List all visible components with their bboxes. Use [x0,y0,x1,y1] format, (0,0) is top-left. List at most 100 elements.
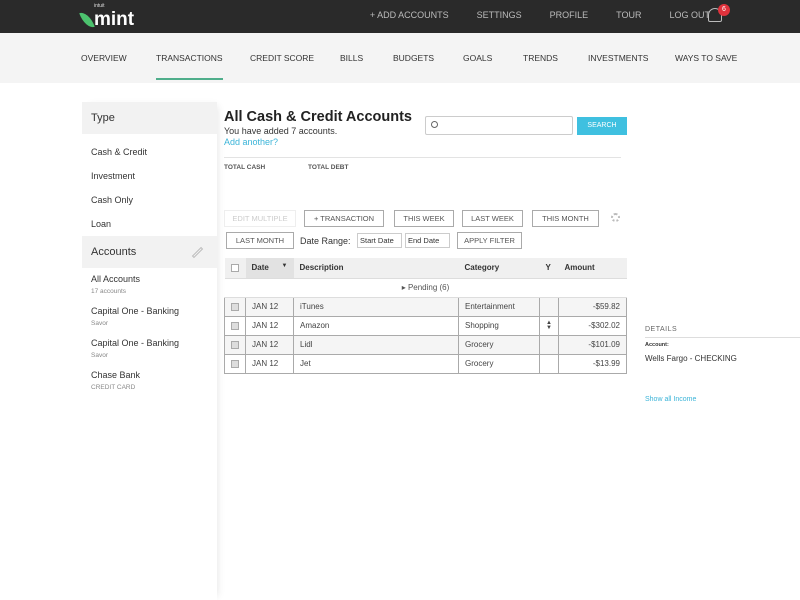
date-range-label: Date Range: [300,236,351,246]
pending-row[interactable]: ▸ Pending (6) [224,278,627,298]
amount-column-header[interactable]: Amount [558,258,627,279]
date-header: Date [251,263,269,273]
tab-goals[interactable]: GOALS [463,53,493,63]
row-description: Amazon [293,315,459,336]
total-debt-label: TOTAL DEBT [308,164,349,171]
top-bar: intuit mint + ADD ACCOUNTS SETTINGS PROFI… [0,0,800,33]
add-accounts-link[interactable]: + ADD ACCOUNTS [369,10,449,20]
tab-credit-score[interactable]: CREDIT SCORE [250,53,315,63]
type-investment[interactable]: Investment [91,171,136,181]
accounts-count: You have added 7 accounts. [224,126,338,136]
tab-trends[interactable]: TRENDS [523,53,558,63]
split-icon[interactable]: Y [539,258,559,279]
end-date-input[interactable]: End Date [405,233,450,248]
row-checkbox[interactable] [231,340,239,349]
logout-link[interactable]: LOG OUT [669,10,710,20]
last-month-button[interactable]: LAST MONTH [226,232,294,249]
leaf-icon [79,9,95,31]
details-heading: DETAILS [645,326,800,338]
tab-overview[interactable]: OVERVIEW [81,53,127,63]
account-value: Wells Fargo - CHECKING [645,354,737,363]
last-week-button[interactable]: LAST WEEK [462,210,523,227]
add-another-link[interactable]: Add another? [224,137,279,147]
page-title: All Cash & Credit Accounts [224,109,412,125]
table-row[interactable]: JAN 12 Amazon Shopping ▲ ▼ -$302.02 [224,315,627,336]
row-amount: -$13.99 [558,353,627,374]
account-sub: Savor [91,320,108,327]
pencil-icon[interactable] [191,246,204,259]
edit-multiple-button[interactable]: EDIT MULTIPLE [224,210,296,227]
accounts-heading: Accounts [82,236,217,268]
divider [224,157,621,158]
type-cash-credit[interactable]: Cash & Credit [91,147,148,157]
mint-logo[interactable]: intuit mint [79,4,135,31]
row-category: Shopping [458,315,540,336]
row-amount: -$302.02 [558,315,627,336]
type-loan[interactable]: Loan [91,219,112,229]
tab-bills[interactable]: BILLS [340,53,364,63]
account-item[interactable]: Capital One - Banking Savor [82,300,217,332]
tour-link[interactable]: TOUR [616,10,642,20]
search-input[interactable] [425,116,573,135]
account-sub: Savor [91,352,108,359]
account-name: Capital One - Banking [91,306,180,316]
row-checkbox[interactable] [231,302,239,311]
category-column-header[interactable]: Category [458,258,540,279]
this-month-button[interactable]: THIS MONTH [532,210,599,227]
description-column-header[interactable]: Description [293,258,459,279]
profile-link[interactable]: PROFILE [549,10,589,20]
settings-link[interactable]: SETTINGS [476,10,522,20]
date-column-header[interactable]: Date ▼ [245,258,294,279]
notification-badge: 6 [718,4,730,16]
pending-label: Pending (6) [407,283,450,292]
search-icon [431,121,438,128]
tab-transactions[interactable]: TRANSACTIONS [156,53,223,80]
tab-investments[interactable]: INVESTMENTS [588,53,649,63]
logo-sub: intuit [94,3,105,9]
sort-down-icon: ▼ [281,263,288,270]
row-category: Grocery [458,334,540,355]
show-all-income-link[interactable]: Show all Income [645,396,697,403]
start-date-input[interactable]: Start Date [357,233,402,248]
triangle-right-icon: ▸ [401,283,408,292]
add-transaction-button[interactable]: + TRANSACTION [304,210,384,227]
type-heading: Type [82,102,217,134]
account-sub: CREDIT CARD [91,384,136,391]
total-cash-label: TOTAL CASH [224,164,266,171]
search-button[interactable]: SEARCH [577,117,627,135]
select-all-checkbox[interactable] [230,264,239,273]
row-checkbox[interactable] [231,359,239,368]
row-date: JAN 12 [245,296,294,317]
apply-filter-button[interactable]: APPLY FILTER [457,232,522,249]
account-item[interactable]: Capital One - Banking Savor [82,332,217,364]
row-description: Jet [293,353,459,374]
main-nav: OVERVIEW TRANSACTIONS CREDIT SCORE BILLS… [0,33,800,83]
table-row[interactable]: JAN 12 iTunes Entertainment -$59.82 [224,296,627,317]
account-item[interactable]: All Accounts 17 accounts [82,268,217,300]
row-checkbox[interactable] [231,321,239,330]
row-category: Entertainment [458,296,540,317]
this-week-button[interactable]: THIS WEEK [394,210,454,227]
table-row[interactable]: JAN 12 Lidl Grocery -$101.09 [224,334,627,355]
row-category: Grocery [458,353,540,374]
account-label: Account: [645,342,669,348]
accounts-title: Accounts [91,246,137,258]
table-row[interactable]: JAN 12 Jet Grocery -$13.99 [224,353,627,374]
account-sub: 17 accounts [91,288,127,295]
table-header: Date ▼ Description Category Y Amount [224,258,627,279]
sort-arrows-icon[interactable]: ▲ ▼ [539,315,559,336]
account-item[interactable]: Chase Bank CREDIT CARD [82,364,217,396]
logo-text: mint [94,9,135,30]
row-amount: -$101.09 [558,334,627,355]
transactions-table: Date ▼ Description Category Y Amount ▸ P… [224,258,627,374]
tab-ways-to-save[interactable]: WAYS TO SAVE [675,53,738,63]
account-name: All Accounts [91,274,141,284]
tab-budgets[interactable]: BUDGETS [393,53,435,63]
sidebar: Type Cash & Credit Investment Cash Only … [82,102,217,600]
row-description: iTunes [293,296,459,317]
account-name: Chase Bank [91,370,141,380]
type-cash-only[interactable]: Cash Only [91,195,134,205]
gear-icon[interactable] [611,213,620,222]
row-amount: -$59.82 [558,296,627,317]
row-date: JAN 12 [245,334,294,355]
